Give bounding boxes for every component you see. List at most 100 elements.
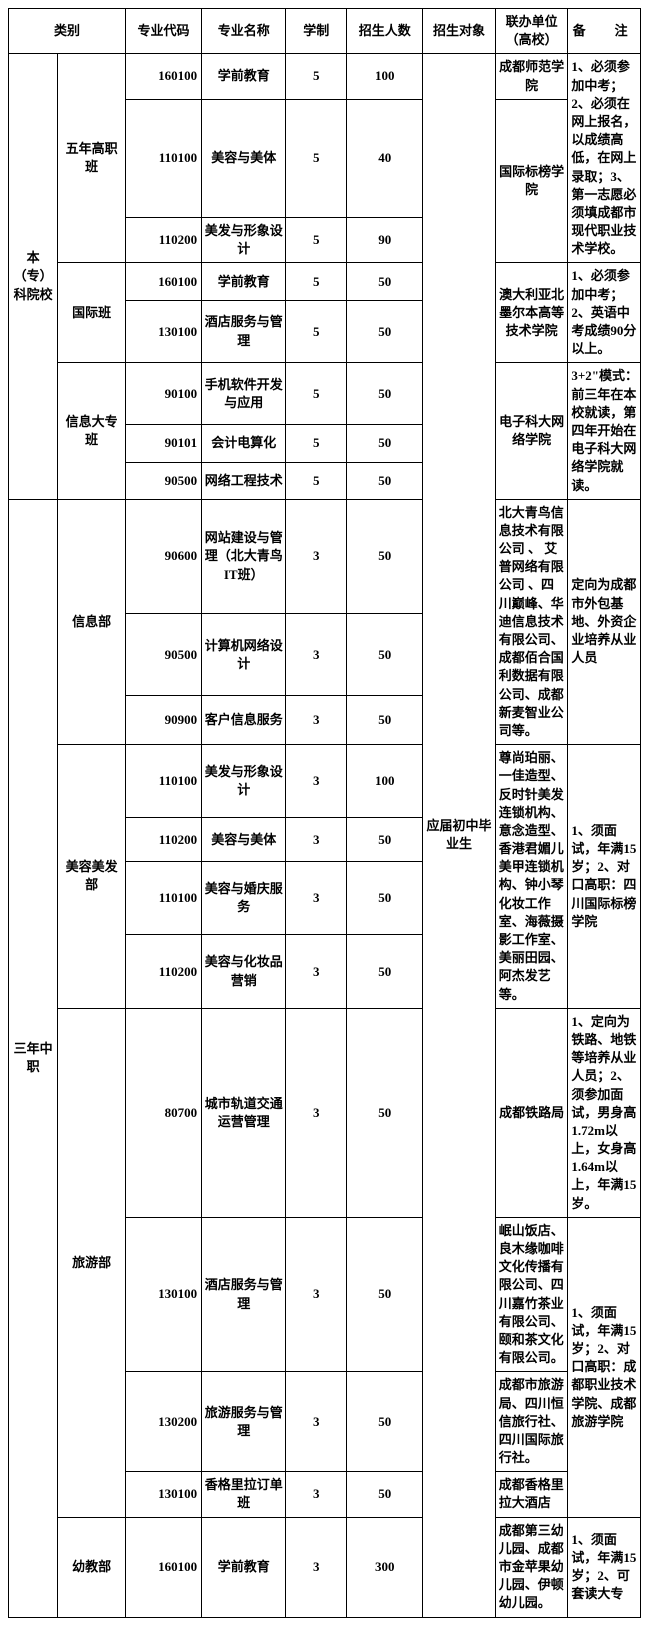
header-coop: 联办单位（高校） (495, 9, 568, 54)
cell-num: 50 (347, 696, 423, 745)
cell-num: 50 (347, 1217, 423, 1372)
cat-sub-xinxidz: 信息大专班 (58, 363, 126, 499)
cell-name: 旅游服务与管理 (202, 1372, 286, 1472)
cell-name: 手机软件开发与应用 (202, 363, 286, 425)
header-enrollment: 招生人数 (347, 9, 423, 54)
cell-code: 110200 (126, 935, 202, 1008)
cell-name: 客户信息服务 (202, 696, 286, 745)
cell-dur: 5 (286, 99, 347, 217)
cell-num: 50 (347, 1008, 423, 1217)
header-category: 类别 (9, 9, 126, 54)
header-note: 备 注 (568, 9, 641, 54)
table-row: 美容美发部 110100 美发与形象设计 3 100 尊尚珀丽、 一佳造型、反时… (9, 745, 641, 818)
cell-coop: 成都第三幼儿园、成都市金苹果幼儿园、伊顿幼儿园。 (495, 1517, 568, 1617)
cell-num: 50 (347, 614, 423, 696)
cell-num: 50 (347, 499, 423, 614)
cell-code: 110200 (126, 218, 202, 263)
cell-note: 1、必须参加中考；2、必须在网上报名，以成绩高低，在网上录取；3、第一志愿必须填… (568, 54, 641, 263)
header-duration: 学制 (286, 9, 347, 54)
cell-name: 学前教育 (202, 263, 286, 300)
enrollment-table: 类别 专业代码 专业名称 学制 招生人数 招生对象 联办单位（高校） 备 注 本… (8, 8, 641, 1618)
cell-code: 130100 (126, 1472, 202, 1517)
cell-dur: 3 (286, 696, 347, 745)
cell-code: 90100 (126, 363, 202, 425)
cell-name: 美发与形象设计 (202, 218, 286, 263)
cat-sub-meirong: 美容美发部 (58, 745, 126, 1009)
cat-sub-lvyou: 旅游部 (58, 1008, 126, 1517)
table-row: 旅游部 80700 城市轨道交通运营管理 3 50 成都铁路局 1、定向为铁路、… (9, 1008, 641, 1217)
cell-dur: 3 (286, 818, 347, 862)
cell-note: 1、须面试，年满15岁；2、可套读大专 (568, 1517, 641, 1617)
cell-name: 网络工程技术 (202, 462, 286, 499)
cat-sub-youjiao: 幼教部 (58, 1517, 126, 1617)
table-row: 本（专）科院校 五年高职班 160100 学前教育 5 100 应届初中毕业生 … (9, 54, 641, 99)
cell-dur: 3 (286, 862, 347, 935)
cell-dur: 5 (286, 218, 347, 263)
cell-code: 90600 (126, 499, 202, 614)
cell-note: 1、须面试，年满15岁；2、对口高职：成都职业技术学院、成都旅游学院 (568, 1217, 641, 1517)
cell-num: 100 (347, 54, 423, 99)
cat-sub-wunian: 五年高职班 (58, 54, 126, 263)
cell-num: 300 (347, 1517, 423, 1617)
cell-code: 90900 (126, 696, 202, 745)
table-row: 国际班 160100 学前教育 5 50 澳大利亚北墨尔本高等技术学院 1、必须… (9, 263, 641, 300)
cell-name: 美发与形象设计 (202, 745, 286, 818)
cat-main-sanniangzhongzhi: 三年中职 (9, 499, 58, 1617)
cell-coop: 成都市旅游局、四川恒信旅行社、四川国际旅行社。 (495, 1372, 568, 1472)
cell-coop: 电子科大网络学院 (495, 363, 568, 499)
cell-code: 160100 (126, 1517, 202, 1617)
cell-note: 3+2"模式：前三年在本校就读，第四年开始在电子科大网络学院就读。 (568, 363, 641, 499)
cell-num: 100 (347, 745, 423, 818)
cell-dur: 3 (286, 935, 347, 1008)
cell-coop: 成都香格里拉大酒店 (495, 1472, 568, 1517)
cell-note: 1、定向为铁路、地铁等培养从业人员；2、须参加面试，男身高1.72m以上，女身高… (568, 1008, 641, 1217)
cell-dur: 3 (286, 1472, 347, 1517)
cell-name: 城市轨道交通运营管理 (202, 1008, 286, 1217)
cell-coop: 国际标榜学院 (495, 99, 568, 263)
cell-num: 50 (347, 462, 423, 499)
cell-num: 50 (347, 263, 423, 300)
cell-code: 160100 (126, 263, 202, 300)
cell-name: 计算机网络设计 (202, 614, 286, 696)
cat-sub-xinxibu: 信息部 (58, 499, 126, 744)
cell-code: 130100 (126, 300, 202, 363)
cell-code: 90500 (126, 614, 202, 696)
cat-main-benzhuankeyuanxiao: 本（专）科院校 (9, 54, 58, 499)
cell-num: 90 (347, 218, 423, 263)
cell-coop: 成都师范学院 (495, 54, 568, 99)
cell-name: 美容与美体 (202, 818, 286, 862)
cell-name: 酒店服务与管理 (202, 300, 286, 363)
cell-code: 80700 (126, 1008, 202, 1217)
cell-num: 50 (347, 935, 423, 1008)
cell-note: 1、须面试，年满15岁；2、对口高职：四川国际标榜学院 (568, 745, 641, 1009)
cell-name: 美容与美体 (202, 99, 286, 217)
cell-name: 美容与婚庆服务 (202, 862, 286, 935)
cell-target: 应届初中毕业生 (423, 54, 496, 1617)
cell-code: 90101 (126, 425, 202, 462)
cell-dur: 3 (286, 1517, 347, 1617)
header-row: 类别 专业代码 专业名称 学制 招生人数 招生对象 联办单位（高校） 备 注 (9, 9, 641, 54)
cell-dur: 3 (286, 745, 347, 818)
cat-sub-guoji: 国际班 (58, 263, 126, 363)
cell-dur: 5 (286, 462, 347, 499)
table-row: 幼教部 160100 学前教育 3 300 成都第三幼儿园、成都市金苹果幼儿园、… (9, 1517, 641, 1617)
header-code: 专业代码 (126, 9, 202, 54)
cell-num: 50 (347, 363, 423, 425)
cell-code: 160100 (126, 54, 202, 99)
cell-coop: 澳大利亚北墨尔本高等技术学院 (495, 263, 568, 363)
cell-num: 50 (347, 300, 423, 363)
cell-name: 美容与化妆品营销 (202, 935, 286, 1008)
cell-coop: 北大青鸟信息技术有限公司 、 艾普网络有限公司 、四川巅峰、华迪信息技术有限公司… (495, 499, 568, 744)
cell-code: 110100 (126, 99, 202, 217)
cell-code: 110200 (126, 818, 202, 862)
cell-dur: 5 (286, 54, 347, 99)
cell-dur: 3 (286, 1217, 347, 1372)
header-name: 专业名称 (202, 9, 286, 54)
cell-dur: 3 (286, 499, 347, 614)
cell-name: 酒店服务与管理 (202, 1217, 286, 1372)
table-row: 三年中职 信息部 90600 网站建设与管理（北大青鸟IT班） 3 50 北大青… (9, 499, 641, 614)
header-target: 招生对象 (423, 9, 496, 54)
cell-num: 50 (347, 425, 423, 462)
cell-coop: 尊尚珀丽、 一佳造型、反时针美发连锁机构、意念造型、香港君媚儿美甲连锁机构、钟小… (495, 745, 568, 1009)
cell-num: 50 (347, 1372, 423, 1472)
